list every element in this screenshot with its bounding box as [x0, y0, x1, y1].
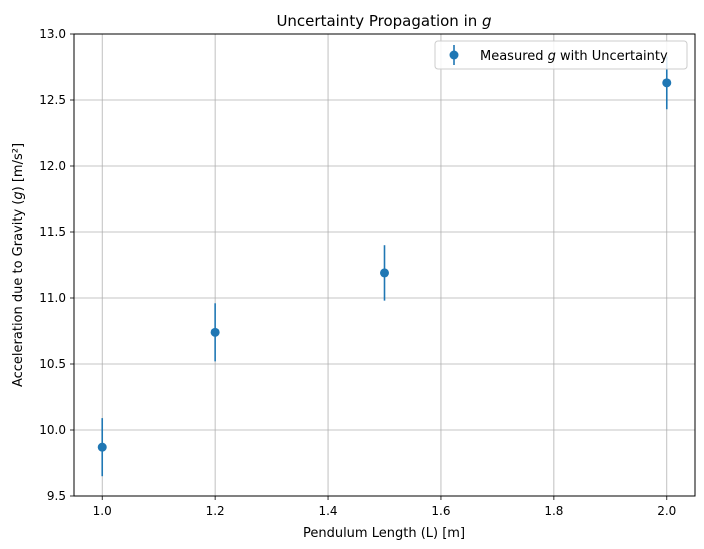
- plot-frame: [73, 33, 696, 497]
- legend: Measured g with Uncertainty: [434, 40, 688, 70]
- x-tick-label: 1.0: [93, 504, 112, 518]
- y-tick-label: 11.5: [39, 225, 66, 239]
- x-axis-label: Pendulum Length (L) [m]: [303, 526, 465, 541]
- legend-marker-icon: [449, 50, 459, 60]
- y-axis: 9.5 10.0 10.5 11.0 11.5 12.0 12.5 13.0: [39, 27, 74, 503]
- x-tick-label: 1.8: [544, 504, 563, 518]
- y-tick-label: 11.0: [39, 291, 66, 305]
- y-axis-label-suffix: ) [m/s²]: [11, 143, 26, 191]
- legend-box: [434, 40, 688, 70]
- chart-title-prefix: Uncertainty Propagation in: [276, 12, 482, 30]
- y-tick-label: 13.0: [39, 27, 66, 41]
- data-points: [97, 78, 672, 452]
- x-tick-label: 1.2: [206, 504, 225, 518]
- y-tick-label: 9.5: [47, 489, 66, 503]
- y-tick-label: 10.5: [39, 357, 66, 371]
- x-tick-label: 1.6: [431, 504, 450, 518]
- legend-label-suffix: with Uncertainty: [556, 49, 668, 64]
- legend-label: Measured g with Uncertainty: [480, 49, 668, 64]
- legend-label-prefix: Measured: [480, 49, 548, 64]
- data-point: [210, 327, 220, 337]
- y-axis-label-var: g: [11, 191, 26, 199]
- legend-label-var: g: [548, 49, 556, 64]
- y-tick-label: 12.0: [39, 159, 66, 173]
- x-tick-label: 1.4: [318, 504, 337, 518]
- data-point: [380, 268, 389, 278]
- y-axis-label: Acceleration due to Gravity (g) [m/s²]: [11, 143, 26, 387]
- y-tick-label: 12.5: [39, 93, 66, 107]
- data-point: [97, 442, 107, 452]
- chart-title-var: g: [482, 12, 492, 30]
- y-tick-label: 10.0: [39, 423, 66, 437]
- x-axis: 1.0 1.2 1.4 1.6 1.8 2.0: [93, 496, 676, 518]
- x-tick-label: 2.0: [657, 504, 676, 518]
- data-point: [662, 78, 672, 88]
- y-axis-label-prefix: Acceleration due to Gravity (: [11, 200, 26, 387]
- chart-title: Uncertainty Propagation in g: [276, 12, 491, 30]
